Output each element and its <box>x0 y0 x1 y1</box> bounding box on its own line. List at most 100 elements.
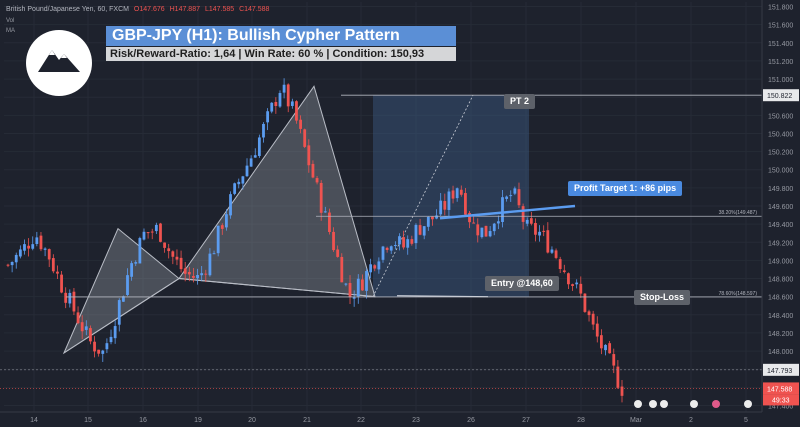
event-marker-icon <box>660 400 668 408</box>
price-tick-label: 151.200 <box>768 59 793 66</box>
time-tick-label: 2 <box>689 417 693 424</box>
close-value: C147.588 <box>239 6 270 13</box>
candle-body <box>612 354 616 366</box>
candle-body <box>595 323 599 337</box>
candle-body <box>196 275 199 279</box>
stop-loss-label[interactable]: Stop-Loss <box>634 290 690 305</box>
candle-body <box>459 189 463 195</box>
entry-pointer <box>396 295 489 298</box>
candle-body <box>286 84 290 107</box>
candle-body <box>47 249 51 260</box>
candle-body <box>225 214 228 228</box>
candle-body <box>517 189 521 206</box>
time-axis[interactable]: 14 15 16 19 20 21 22 23 26 27 28 Mar 2 5 <box>0 400 762 424</box>
candle-body <box>245 165 249 177</box>
candle-body <box>35 237 39 244</box>
pattern-line-bd <box>178 278 376 298</box>
candle-body <box>51 258 55 272</box>
candle-body <box>109 336 113 343</box>
candle-body <box>356 278 360 297</box>
candle-body <box>84 326 88 330</box>
price-tick-label: 150.400 <box>768 131 793 138</box>
candle-body <box>163 242 166 248</box>
pattern-line-xb <box>63 278 180 354</box>
candle-body <box>398 236 401 245</box>
candle-body <box>558 259 562 269</box>
time-tick-label: 5 <box>744 417 748 424</box>
candle-body <box>18 249 22 257</box>
candle-body <box>56 271 59 274</box>
time-tick-label: 20 <box>248 417 256 424</box>
candle-body <box>27 245 31 249</box>
brand-logo <box>26 30 92 96</box>
candle-body <box>348 283 352 297</box>
time-tick-label: 23 <box>412 417 420 424</box>
candle-body <box>616 366 620 388</box>
price-tick-label: 148.200 <box>768 331 793 338</box>
candle-body <box>534 222 537 235</box>
candle-body <box>80 322 84 332</box>
pt2-label[interactable]: PT 2 <box>504 94 536 109</box>
candle-body <box>93 341 96 352</box>
candle-body <box>443 201 447 210</box>
candle-body <box>492 223 496 232</box>
price-axis[interactable]: 151.800 151.600 151.400 151.200 151.000 150.8… <box>761 0 800 427</box>
candle-body <box>406 239 410 248</box>
candle-body <box>538 231 541 236</box>
time-tick-label: 22 <box>357 417 365 424</box>
candle-body <box>241 176 245 184</box>
open-value: O147.676 <box>133 6 165 13</box>
candle-body <box>554 250 558 258</box>
price-tick-label: 148.400 <box>768 313 793 320</box>
timer-tag: 49:33 <box>772 397 790 404</box>
pt2-price-tag-bg <box>763 89 799 102</box>
projection-line <box>372 95 474 297</box>
candle-body <box>113 326 117 339</box>
candle-body <box>138 238 142 264</box>
candle-body <box>451 190 455 199</box>
time-tick-label: 27 <box>522 417 530 424</box>
symbol-name[interactable]: British Pound/Japanese Yen, 60, FXCM <box>6 6 129 13</box>
price-tick-label: 149.400 <box>768 222 793 229</box>
candle-body <box>369 264 373 273</box>
candle-body <box>381 246 385 260</box>
time-tick-label: 16 <box>139 417 147 424</box>
time-tick-label: 14 <box>30 417 38 424</box>
candle-body <box>604 344 607 351</box>
candle-body <box>455 188 459 199</box>
candle-body <box>599 335 603 349</box>
symbol-legend[interactable]: British Pound/Japanese Yen, 60, FXCM O14… <box>6 6 272 13</box>
candle-body <box>14 254 18 263</box>
pattern-triangle-xab <box>62 227 180 355</box>
time-tick-label: 21 <box>303 417 311 424</box>
candle-body <box>105 343 109 350</box>
candle-body <box>328 212 331 232</box>
candle-body <box>237 181 241 185</box>
candle-body <box>253 155 257 158</box>
event-marker-icon <box>744 400 752 408</box>
price-tick-label: 150.600 <box>768 113 793 120</box>
time-tick-label: 26 <box>467 417 475 424</box>
fib-382-label: 38.20%(149.487) <box>719 210 758 216</box>
candle-body <box>23 244 26 251</box>
candle-body <box>344 283 348 285</box>
price-tick-label: 150.200 <box>768 150 793 157</box>
candle-body <box>480 227 484 238</box>
candle-body <box>319 182 323 213</box>
entry-label[interactable]: Entry @148,60 <box>485 276 559 291</box>
candle-body <box>402 237 405 248</box>
volume-indicator[interactable]: Vol <box>6 18 15 24</box>
event-marker-icon <box>690 400 698 408</box>
candle-body <box>521 206 525 222</box>
candle-body <box>426 216 430 227</box>
candle-body <box>220 225 224 229</box>
price-tick-label: 147.400 <box>768 403 793 410</box>
event-marker-icon <box>712 400 720 408</box>
ma-indicator[interactable]: MA <box>6 28 15 34</box>
candle-body <box>620 386 624 396</box>
candle-body <box>266 111 270 123</box>
chart-subtitle: Risk/Reward-Ratio: 1,64 | Win Rate: 60 %… <box>106 47 456 61</box>
profit-target-label[interactable]: Profit Target 1: +86 pips <box>568 181 683 196</box>
